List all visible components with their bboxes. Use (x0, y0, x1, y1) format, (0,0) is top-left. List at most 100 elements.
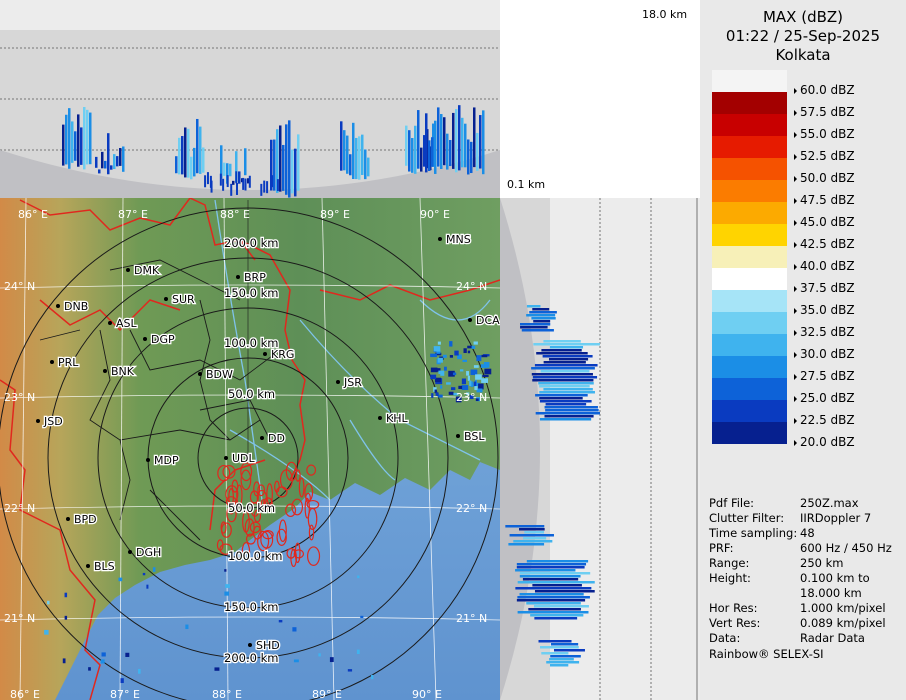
echo-column (119, 148, 122, 166)
echo-cell (435, 352, 442, 356)
info-value: 18.000 km (800, 586, 862, 600)
echo-row (531, 367, 595, 370)
echo-cell (138, 668, 141, 674)
delta-island (263, 497, 273, 510)
info-value: 0.089 km/pixel (800, 616, 886, 630)
delta-island (222, 464, 236, 479)
echo-cell (457, 354, 462, 360)
longitude-label: 89° E (320, 208, 350, 221)
city-marker (103, 369, 107, 373)
info-value: IIRDoppler 7 (800, 511, 872, 525)
echo-column (95, 156, 98, 168)
top-cross-section (0, 0, 500, 198)
echo-cell (434, 389, 437, 394)
echo-row (520, 323, 551, 326)
info-value: 48 (800, 526, 815, 540)
city-marker (198, 372, 202, 376)
echo-row (546, 661, 580, 664)
city-label: DD (268, 432, 285, 445)
echo-column (271, 175, 274, 188)
legend-swatch (712, 136, 787, 158)
latitude-label: 24° N (456, 280, 487, 293)
legend-swatch (712, 356, 787, 378)
city-marker (263, 352, 267, 356)
echo-row (509, 534, 554, 537)
delta-island (231, 479, 239, 493)
range-ring-label: 50.0 km (228, 387, 275, 401)
echo-column (340, 121, 343, 171)
legend-swatch (712, 378, 787, 400)
legend-swatch (712, 334, 787, 356)
city-label: DCA (476, 314, 500, 327)
echo-cell (461, 385, 469, 390)
delta-island (240, 469, 252, 491)
city-marker (146, 458, 150, 462)
echo-column (206, 172, 209, 185)
echo-row (544, 406, 598, 409)
legend-label: 20.0 dBZ (794, 435, 855, 449)
echo-column (423, 135, 426, 167)
echo-cell (101, 652, 106, 657)
echo-cell (431, 393, 434, 398)
echo-column (65, 114, 68, 165)
echo-column (89, 112, 92, 165)
info-key: Data: (709, 631, 741, 645)
range-ring-label: 200.0 km (224, 651, 278, 665)
echo-cell (452, 372, 457, 376)
info-value: 0.100 km to (800, 571, 870, 585)
echo-row (528, 608, 581, 611)
echo-cell (478, 383, 484, 390)
info-value: 250 km (800, 556, 844, 570)
longitude-label: 88° E (212, 688, 242, 700)
echo-column (77, 114, 80, 167)
latitude-label: 22° N (456, 502, 487, 515)
echo-column (260, 183, 263, 196)
echo-column (431, 137, 434, 167)
echo-cell (470, 369, 478, 376)
echo-row (538, 382, 594, 385)
echo-cell (433, 387, 437, 392)
echo-row (550, 655, 581, 658)
delta-island (278, 519, 287, 543)
echo-column (294, 148, 297, 197)
echo-row (543, 340, 581, 343)
echo-cell (225, 584, 230, 588)
echo-column (343, 130, 346, 171)
delta-island (291, 498, 304, 516)
city-marker (236, 275, 240, 279)
range-ring-labels: 50.0 km 100.0 km 150.0 km 200.0 km 50.0 km 10… (223, 235, 284, 667)
echo-cell (430, 353, 437, 358)
echo-cell (461, 378, 466, 385)
echo-cell (437, 341, 441, 345)
city-marker (336, 380, 340, 384)
echo-cell (433, 346, 441, 352)
echo-row (550, 664, 569, 667)
echo-row (543, 361, 586, 364)
legend-label: 37.5 dBZ (794, 281, 855, 295)
echo-row (516, 566, 585, 569)
echo-cell (482, 374, 489, 378)
echo-column (443, 117, 446, 166)
city-marker (378, 416, 382, 420)
echo-column (247, 178, 250, 184)
echo-row (539, 397, 583, 400)
echo-row (545, 403, 587, 406)
city-marker (128, 550, 132, 554)
echo-row (515, 587, 592, 590)
echo-cell (64, 615, 68, 620)
echo-cell (481, 378, 489, 383)
city-label: BPD (74, 513, 97, 526)
echo-column (244, 178, 247, 191)
echo-column (358, 136, 361, 180)
latitude-label: 23° N (4, 391, 35, 404)
echo-row (538, 640, 572, 643)
product-datetime: 01:22 / 25-Sep-2025 (725, 27, 881, 45)
echo-row (530, 614, 584, 617)
latitude-label: 22° N (4, 502, 35, 515)
echo-row (517, 611, 589, 614)
city-marker (456, 434, 460, 438)
echo-column (220, 145, 223, 179)
city-marker (56, 304, 60, 308)
echo-column (244, 148, 247, 176)
